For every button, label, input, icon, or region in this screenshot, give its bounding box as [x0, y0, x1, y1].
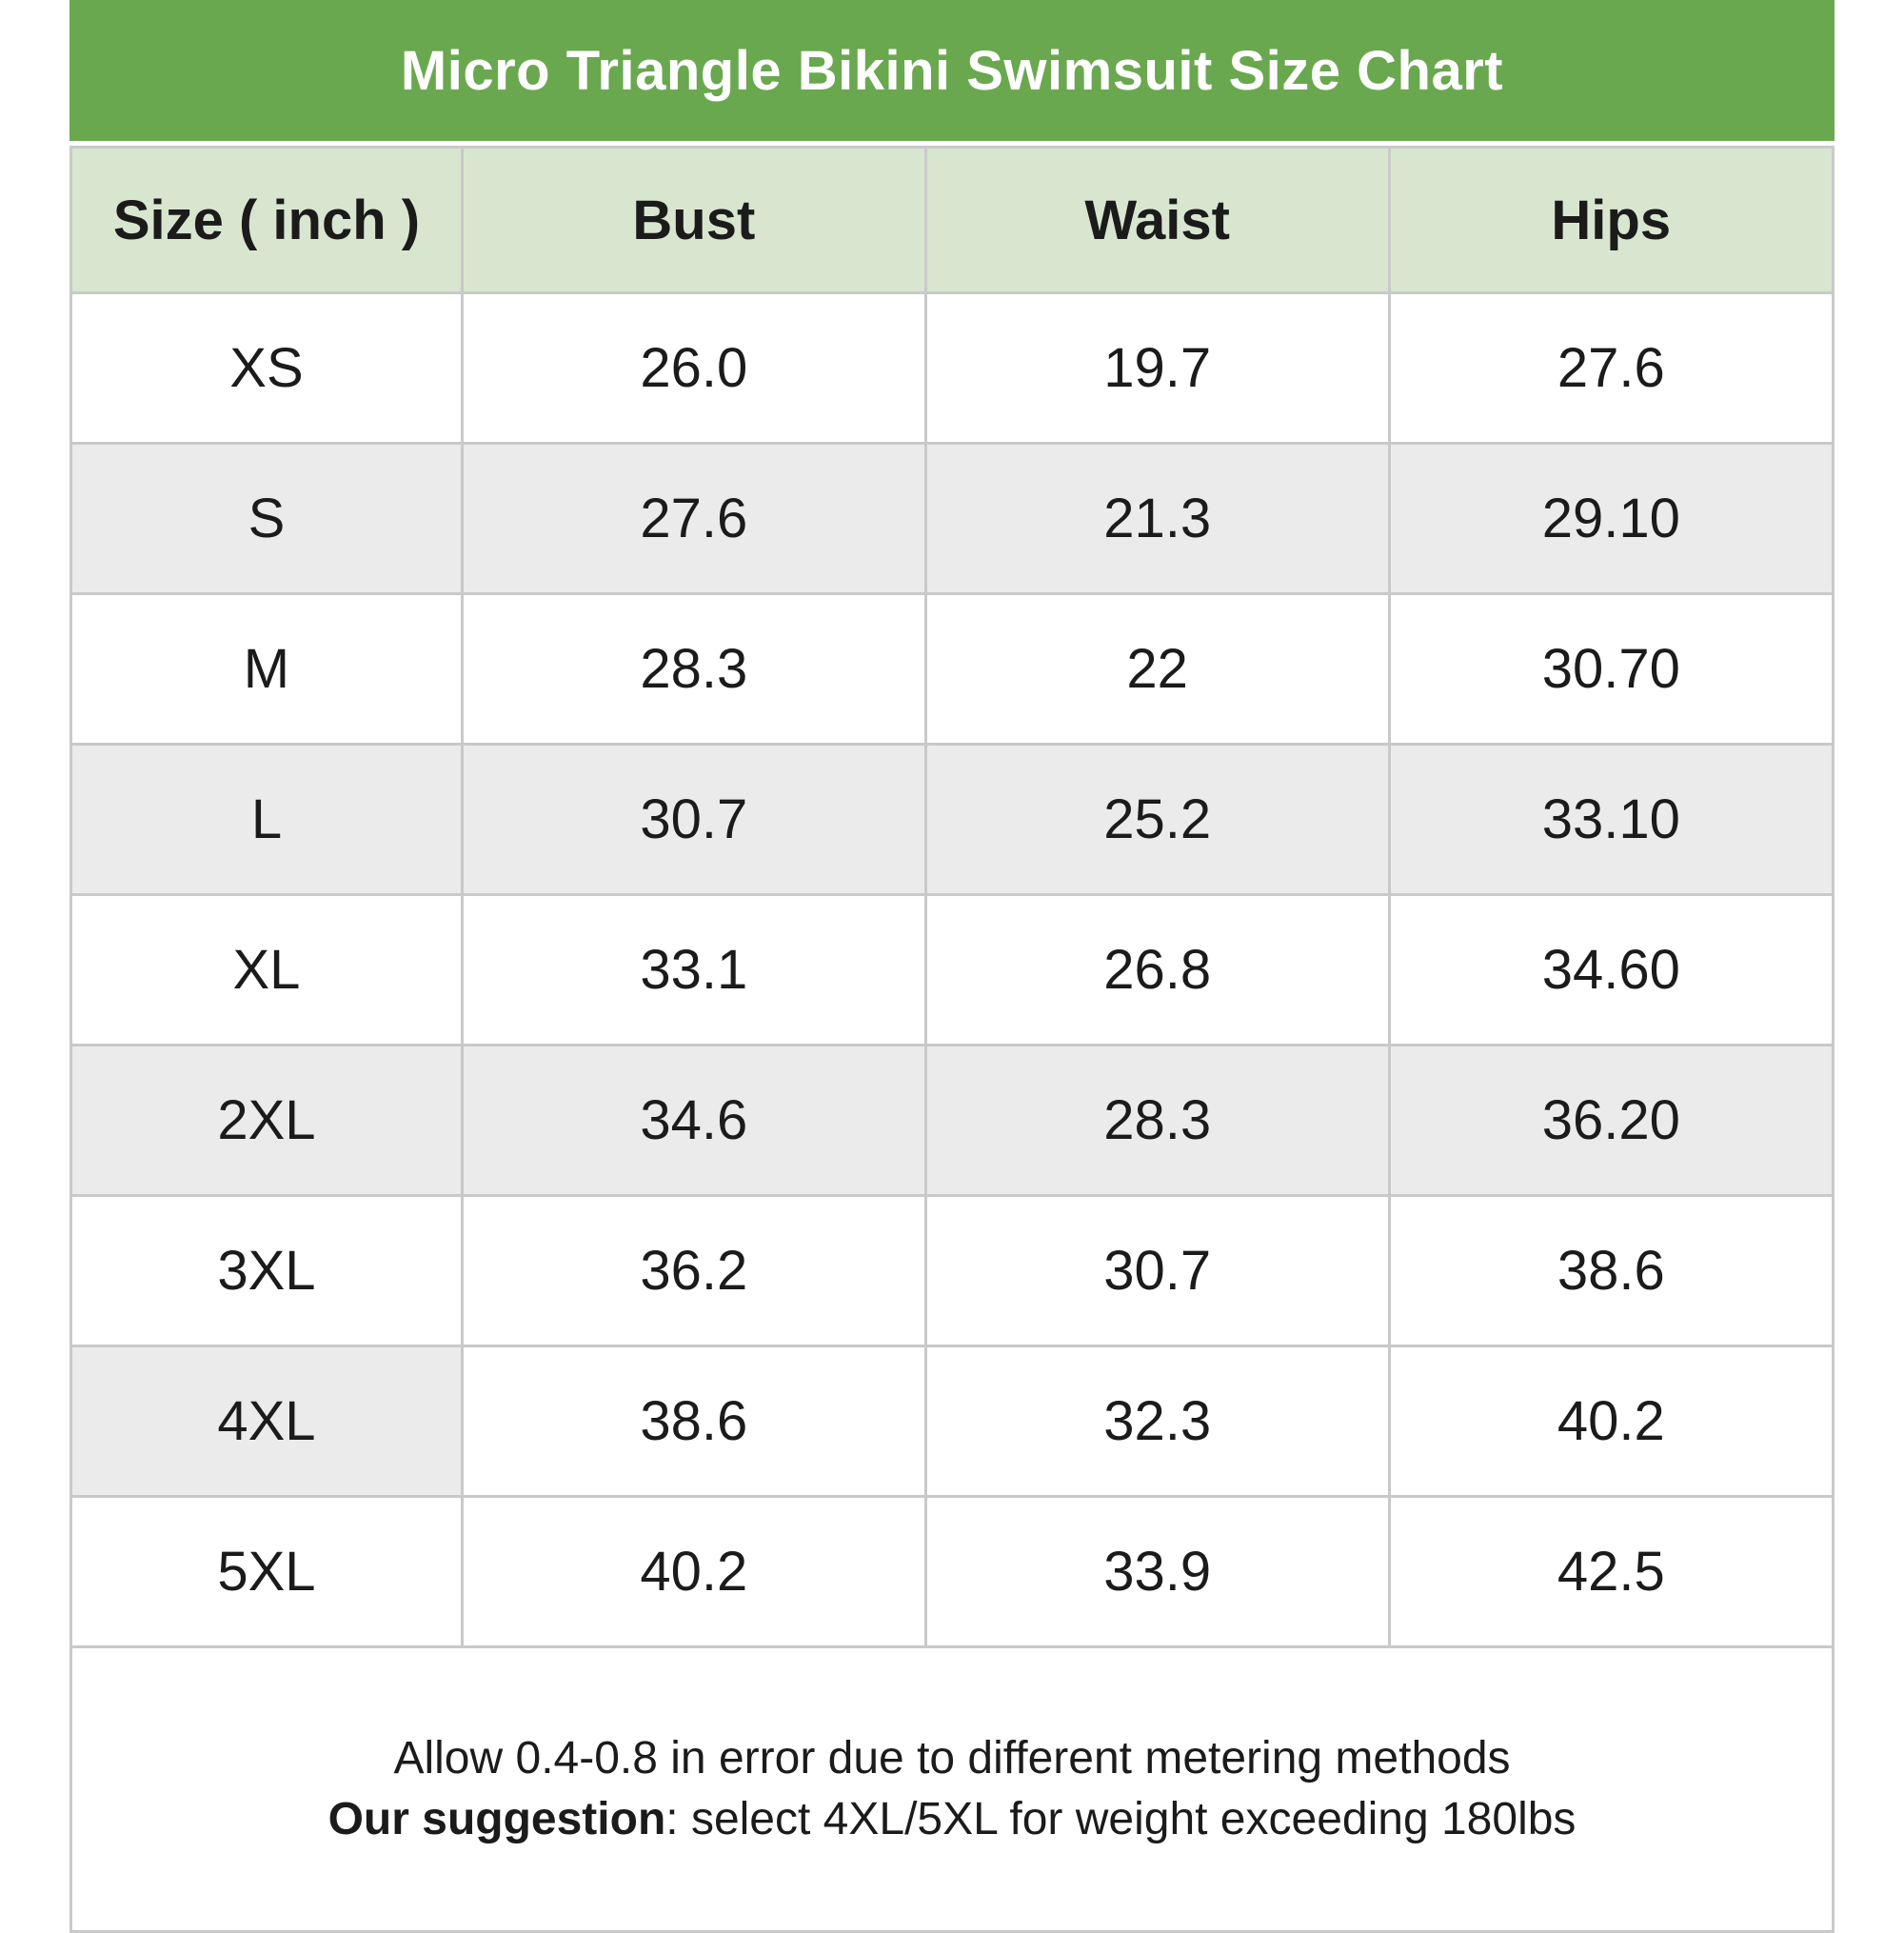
notes-cell: Allow 0.4-0.8 in error due to different … [69, 1645, 1835, 1933]
hips-cell: 34.60 [1387, 893, 1835, 1046]
column-header-size: Size ( inch ) [69, 146, 464, 294]
note-line-1: Allow 0.4-0.8 in error due to different … [393, 1733, 1511, 1784]
note-suggestion-label: Our suggestion [327, 1794, 666, 1844]
hips-cell: 36.20 [1387, 1044, 1835, 1197]
hips-cell: 27.6 [1387, 291, 1835, 445]
size-cell: 2XL [69, 1044, 464, 1197]
chart-title-bar: Micro Triangle Bikini Swimsuit Size Char… [69, 0, 1835, 141]
bust-cell: 36.2 [460, 1194, 927, 1347]
waist-cell: 28.3 [923, 1044, 1391, 1197]
bust-cell: 27.6 [460, 442, 927, 595]
table-header-row: Size ( inch ) Bust Waist Hips [69, 146, 1835, 294]
waist-cell: 30.7 [923, 1194, 1391, 1347]
hips-cell: 42.5 [1387, 1495, 1835, 1648]
bust-cell: 30.7 [460, 743, 927, 896]
hips-cell: 33.10 [1387, 743, 1835, 896]
table-row-5xl: 5XL 40.2 33.9 42.5 [69, 1495, 1835, 1648]
size-table: Size ( inch ) Bust Waist Hips XS 26.0 19.7 27.… [69, 146, 1835, 1933]
table-footer: Allow 0.4-0.8 in error due to different … [69, 1645, 1835, 1933]
size-cell: XS [69, 291, 464, 445]
size-cell: 5XL [69, 1495, 464, 1648]
size-cell: M [69, 592, 464, 746]
bust-cell: 34.6 [460, 1044, 927, 1197]
table-row-xl: XL 33.1 26.8 34.60 [69, 893, 1835, 1046]
waist-cell: 21.3 [923, 442, 1391, 595]
bust-cell: 28.3 [460, 592, 927, 746]
chart-title: Micro Triangle Bikini Swimsuit Size Char… [400, 39, 1504, 102]
table-row-4xl: 4XL 38.6 32.3 40.2 [69, 1345, 1835, 1498]
column-header-waist: Waist [923, 146, 1391, 294]
waist-cell: 25.2 [923, 743, 1391, 896]
bust-cell: 26.0 [460, 291, 927, 445]
hips-cell: 30.70 [1387, 592, 1835, 746]
waist-cell: 22 [923, 592, 1391, 746]
table-footer-row: Allow 0.4-0.8 in error due to different … [69, 1645, 1835, 1933]
size-cell: S [69, 442, 464, 595]
note-suggestion-text: : select 4XL/5XL for weight exceeding 18… [665, 1794, 1577, 1844]
table-row-l: L 30.7 25.2 33.10 [69, 743, 1835, 896]
hips-cell: 38.6 [1387, 1194, 1835, 1347]
hips-cell: 40.2 [1387, 1345, 1835, 1498]
hips-cell: 29.10 [1387, 442, 1835, 595]
column-header-hips: Hips [1387, 146, 1835, 294]
table-header: Size ( inch ) Bust Waist Hips [69, 146, 1835, 294]
note-line-2: Our suggestion: select 4XL/5XL for weigh… [72, 1789, 1832, 1850]
size-chart: Micro Triangle Bikini Swimsuit Size Char… [69, 0, 1835, 1933]
size-cell: 4XL [69, 1345, 464, 1498]
size-cell: 3XL [69, 1194, 464, 1347]
table-row-m: M 28.3 22 30.70 [69, 592, 1835, 746]
waist-cell: 33.9 [923, 1495, 1391, 1648]
waist-cell: 26.8 [923, 893, 1391, 1046]
column-header-bust: Bust [460, 146, 927, 294]
size-cell: XL [69, 893, 464, 1046]
table-row-s: S 27.6 21.3 29.10 [69, 442, 1835, 595]
table-row-3xl: 3XL 36.2 30.7 38.6 [69, 1194, 1835, 1347]
bust-cell: 38.6 [460, 1345, 927, 1498]
waist-cell: 19.7 [923, 291, 1391, 445]
bust-cell: 33.1 [460, 893, 927, 1046]
size-cell: L [69, 743, 464, 896]
bust-cell: 40.2 [460, 1495, 927, 1648]
table-row-2xl: 2XL 34.6 28.3 36.20 [69, 1044, 1835, 1197]
waist-cell: 32.3 [923, 1345, 1391, 1498]
table-body: XS 26.0 19.7 27.6 S 27.6 21.3 29.10 M 28.3 22 30.70… [69, 291, 1835, 1648]
table-row-xs: XS 26.0 19.7 27.6 [69, 291, 1835, 445]
